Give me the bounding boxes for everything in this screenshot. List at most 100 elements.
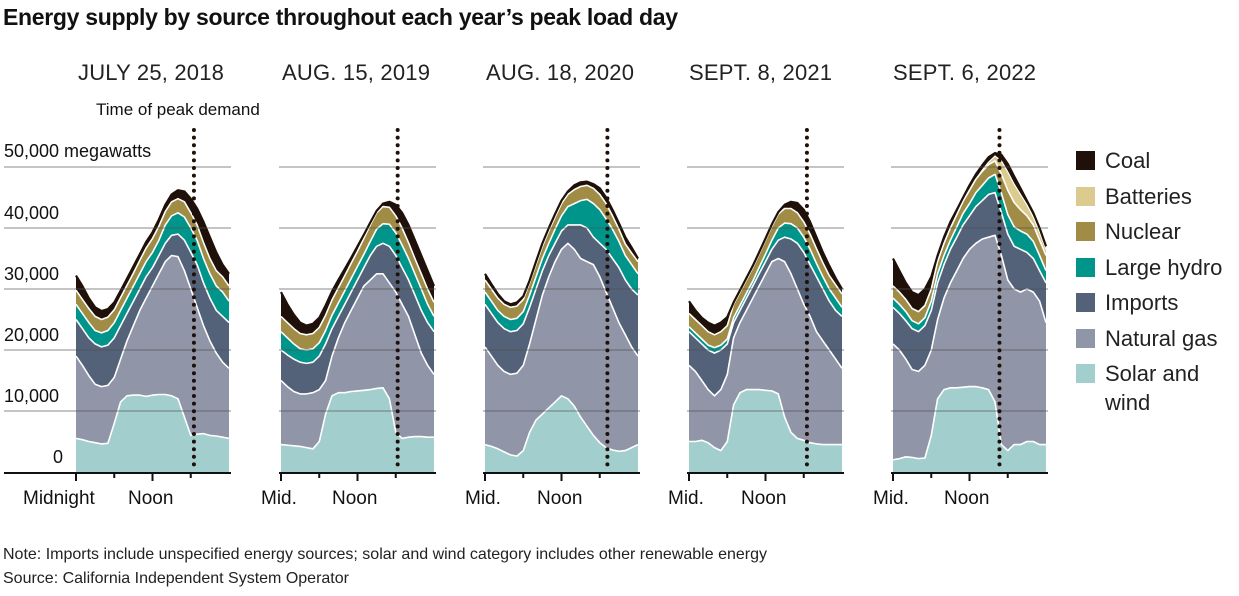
separator-natural-gas-0 — [75, 254, 230, 388]
footnote: Note: Imports include unspecified energy… — [3, 546, 767, 563]
separator-nuclear-0 — [75, 197, 230, 321]
separator-large-hydro-1 — [280, 222, 435, 351]
separator-solar-and-wind-4 — [892, 385, 1046, 461]
x-label-mid-2021: Mid. — [668, 488, 704, 509]
separator-natural-gas-3 — [688, 257, 843, 397]
panel-title-2018: JULY 25, 2018 — [78, 60, 225, 85]
x-label-mid-2019: Mid. — [261, 488, 297, 509]
separator-natural-gas-2 — [484, 242, 639, 376]
separator-nuclear-2 — [484, 184, 639, 309]
legend-label-batteries: Batteries — [1105, 183, 1192, 209]
area-natural-gas-1 — [281, 273, 434, 449]
separator-batteries-4 — [892, 155, 1047, 313]
separator-solar-and-wind-1 — [280, 387, 434, 450]
area-coal-4 — [893, 153, 1046, 312]
area-imports-0 — [76, 234, 229, 387]
legend-swatch-solar-wind — [1076, 364, 1095, 383]
legend: Coal Batteries Nuclear Large hydro Impor… — [1076, 146, 1223, 415]
area-coal-0 — [76, 190, 229, 320]
legend-label-solar-wind-line1: Solar and — [1105, 361, 1200, 386]
peak-demand-annotation: Time of peak demand — [96, 100, 260, 119]
area-nuclear-1 — [281, 206, 434, 350]
separator-large-hydro-0 — [75, 212, 230, 334]
separator-imports-4 — [892, 191, 1047, 333]
x-label-mid-2022: Mid. — [873, 488, 909, 509]
x-label-mid-2020: Mid. — [465, 488, 501, 509]
legend-swatch-natural-gas — [1076, 328, 1095, 348]
panel-title-2021: SEPT. 8, 2021 — [689, 60, 833, 85]
x-label-noon-2018: Noon — [128, 488, 174, 509]
y-tick-label-10000: 10,000 — [4, 386, 60, 406]
separator-imports-2 — [484, 224, 639, 333]
legend-item-natural-gas: Natural gas — [1076, 324, 1222, 360]
separator-solar-and-wind-3 — [689, 388, 842, 452]
separator-natural-gas-1 — [280, 273, 435, 395]
x-label-midnight-2018: Midnight — [23, 488, 95, 509]
separator-imports-0 — [75, 233, 230, 348]
separator-large-hydro-4 — [892, 173, 1047, 325]
separator-imports-1 — [280, 242, 435, 365]
legend-label-natural-gas: Natural gas — [1105, 325, 1218, 351]
y-tick-label-30000: 30,000 — [4, 264, 60, 284]
area-natural-gas-3 — [689, 258, 842, 451]
area-nuclear-4 — [893, 160, 1046, 324]
area-large-hydro-2 — [485, 199, 638, 332]
area-solar-and-wind-0 — [76, 394, 229, 472]
legend-item-solar-wind: Solar and wind — [1076, 359, 1222, 415]
x-label-noon-2020: Noon — [537, 488, 583, 509]
area-solar-and-wind-2 — [485, 395, 638, 472]
legend-item-imports: Imports — [1076, 288, 1222, 324]
legend-label-solar-wind-line2: wind — [1105, 390, 1151, 415]
area-solar-and-wind-1 — [281, 387, 434, 472]
source-line: Source: California Independent System Op… — [3, 570, 349, 587]
area-solar-and-wind-3 — [689, 389, 842, 472]
x-label-noon-2021: Noon — [741, 488, 787, 509]
y-tick-label-40000: 40,000 — [4, 203, 60, 223]
legend-item-nuclear: Nuclear — [1076, 217, 1222, 253]
legend-swatch-nuclear — [1076, 222, 1095, 241]
legend-label-large-hydro: Large hydro — [1105, 254, 1223, 280]
x-label-noon-2022: Noon — [944, 488, 990, 509]
area-large-hydro-0 — [76, 212, 229, 347]
area-imports-3 — [689, 237, 842, 396]
legend-label-coal: Coal — [1105, 148, 1151, 173]
y-tick-label-20000: 20,000 — [4, 325, 60, 345]
panel-title-2019: AUG. 15, 2019 — [282, 60, 431, 85]
legend-swatch-coal — [1076, 151, 1095, 170]
area-nuclear-2 — [485, 185, 638, 320]
separator-large-hydro-2 — [484, 198, 639, 321]
area-natural-gas-2 — [485, 243, 638, 457]
area-natural-gas-4 — [893, 235, 1046, 460]
area-imports-2 — [485, 224, 638, 375]
x-label-noon-2019: Noon — [332, 488, 378, 509]
legend-item-coal: Coal — [1076, 146, 1222, 182]
legend-label-imports: Imports — [1105, 290, 1179, 315]
separator-large-hydro-3 — [688, 222, 843, 349]
area-nuclear-0 — [76, 198, 229, 333]
total-outline-2 — [484, 180, 639, 306]
area-imports-4 — [893, 192, 1046, 372]
total-outline-1 — [280, 200, 436, 327]
chart-title: Energy supply by source throughout each … — [3, 4, 678, 30]
y-tick-label-0: 0 — [53, 447, 64, 467]
total-outline-0 — [75, 189, 230, 313]
area-coal-3 — [689, 201, 842, 335]
legend-label-solar-wind: Solar and wind — [1105, 359, 1199, 417]
legend-label-nuclear: Nuclear — [1105, 219, 1181, 244]
legend-swatch-imports — [1076, 293, 1095, 312]
panel-title-2022: SEPT. 6, 2022 — [893, 60, 1037, 85]
separator-solar-and-wind-0 — [75, 393, 230, 445]
separator-imports-3 — [688, 236, 843, 354]
area-natural-gas-0 — [76, 255, 229, 444]
legend-swatch-large-hydro — [1076, 257, 1095, 277]
total-outline-4 — [892, 151, 1048, 297]
y-tick-label-50000: 50,000 megawatts — [4, 141, 152, 161]
area-nuclear-3 — [689, 208, 842, 348]
separator-nuclear-1 — [280, 205, 435, 336]
area-coal-1 — [281, 201, 434, 335]
area-large-hydro-1 — [281, 223, 434, 364]
panel-title-2020: AUG. 18, 2020 — [486, 60, 635, 85]
separator-solar-and-wind-2 — [484, 395, 639, 457]
legend-item-batteries: Batteries — [1076, 182, 1222, 218]
